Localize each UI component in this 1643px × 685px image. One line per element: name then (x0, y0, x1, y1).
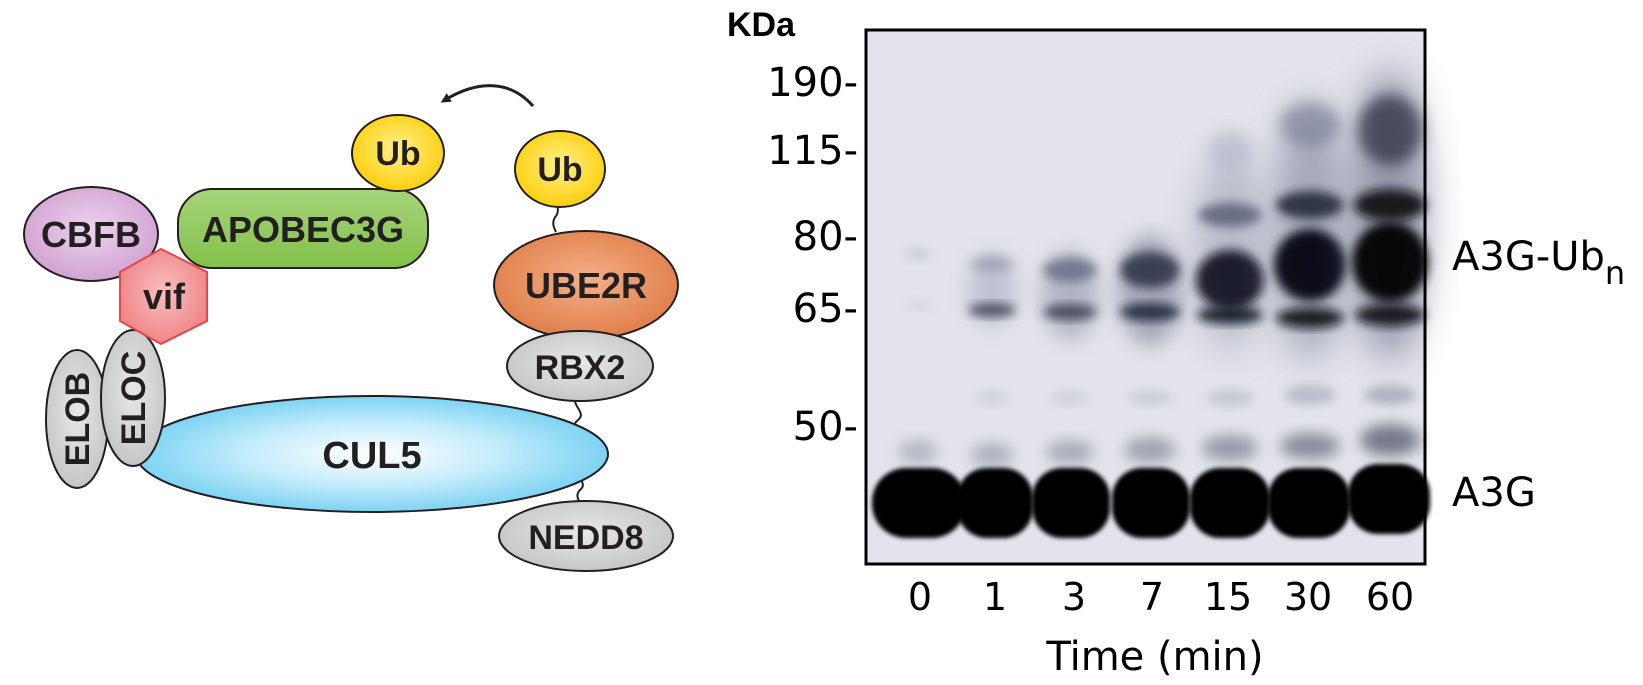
marker-190: 190- (767, 60, 858, 106)
a3g-ubn-subscript: n (1605, 254, 1625, 292)
marker-80: 80- (793, 214, 858, 260)
gel-lane-30 (1268, 100, 1350, 538)
ub-right-shape (514, 130, 606, 208)
kda-label: KDa (727, 6, 796, 44)
lane-label-0: 0 (908, 575, 932, 619)
lane-label-15: 15 (1204, 575, 1252, 619)
a3g-label: A3G (1452, 470, 1536, 516)
vif-label: vif (143, 276, 186, 317)
ub-right-label: Ub (537, 151, 582, 189)
cbfb-shape (23, 186, 159, 282)
gel-lane-7 (1112, 234, 1190, 538)
marker-65: 65- (793, 286, 858, 332)
marker-115: 115- (767, 128, 858, 174)
elob-label: ELOB (59, 372, 97, 466)
complex-diagram: CUL5 ELOB ELOC APOBEC3G CBFB vif Ub Ub U… (23, 84, 679, 572)
lane-label-3: 3 (1062, 575, 1086, 619)
gel-lane-60 (1348, 70, 1430, 534)
lane-label-1: 1 (983, 575, 1007, 619)
gel-lane-1 (957, 252, 1033, 538)
cul5-label: CUL5 (322, 435, 421, 477)
gel-bands (872, 70, 1430, 538)
apobec3g-shape (177, 188, 429, 269)
rbx2-label: RBX2 (535, 349, 626, 387)
gel-panel: KDa 190- 115- 80- 65- 50- (727, 6, 1625, 680)
transfer-arrow (440, 84, 535, 107)
lane-label-60: 60 (1366, 575, 1414, 619)
lane-label-7: 7 (1140, 575, 1164, 619)
gel-lane-3 (1032, 250, 1110, 538)
vif-shape (119, 247, 208, 346)
lane-label-30: 30 (1284, 575, 1332, 619)
nedd8-shape (498, 500, 674, 572)
gel-lane-15 (1190, 130, 1270, 538)
marker-50: 50- (793, 404, 858, 450)
gel-border (864, 28, 1427, 566)
ube2r-label: UBE2R (525, 265, 647, 306)
eloc-label: ELOC (115, 351, 153, 445)
ub-left-label: Ub (375, 135, 420, 173)
nedd8-label: NEDD8 (528, 519, 643, 557)
a3g-ubn-base: A3G-Ub (1452, 234, 1605, 280)
gel-xlabel: Time (min) (1045, 634, 1263, 680)
eloc-shape (100, 329, 166, 467)
rbx2-shape (506, 330, 654, 402)
cbfb-label: CBFB (41, 214, 141, 255)
gel-lane-0 (872, 247, 966, 538)
apobec3g-label: APOBEC3G (202, 209, 404, 250)
a3g-ubn-label: A3G-Ubn (1452, 234, 1625, 292)
ub-left-shape (351, 114, 445, 192)
